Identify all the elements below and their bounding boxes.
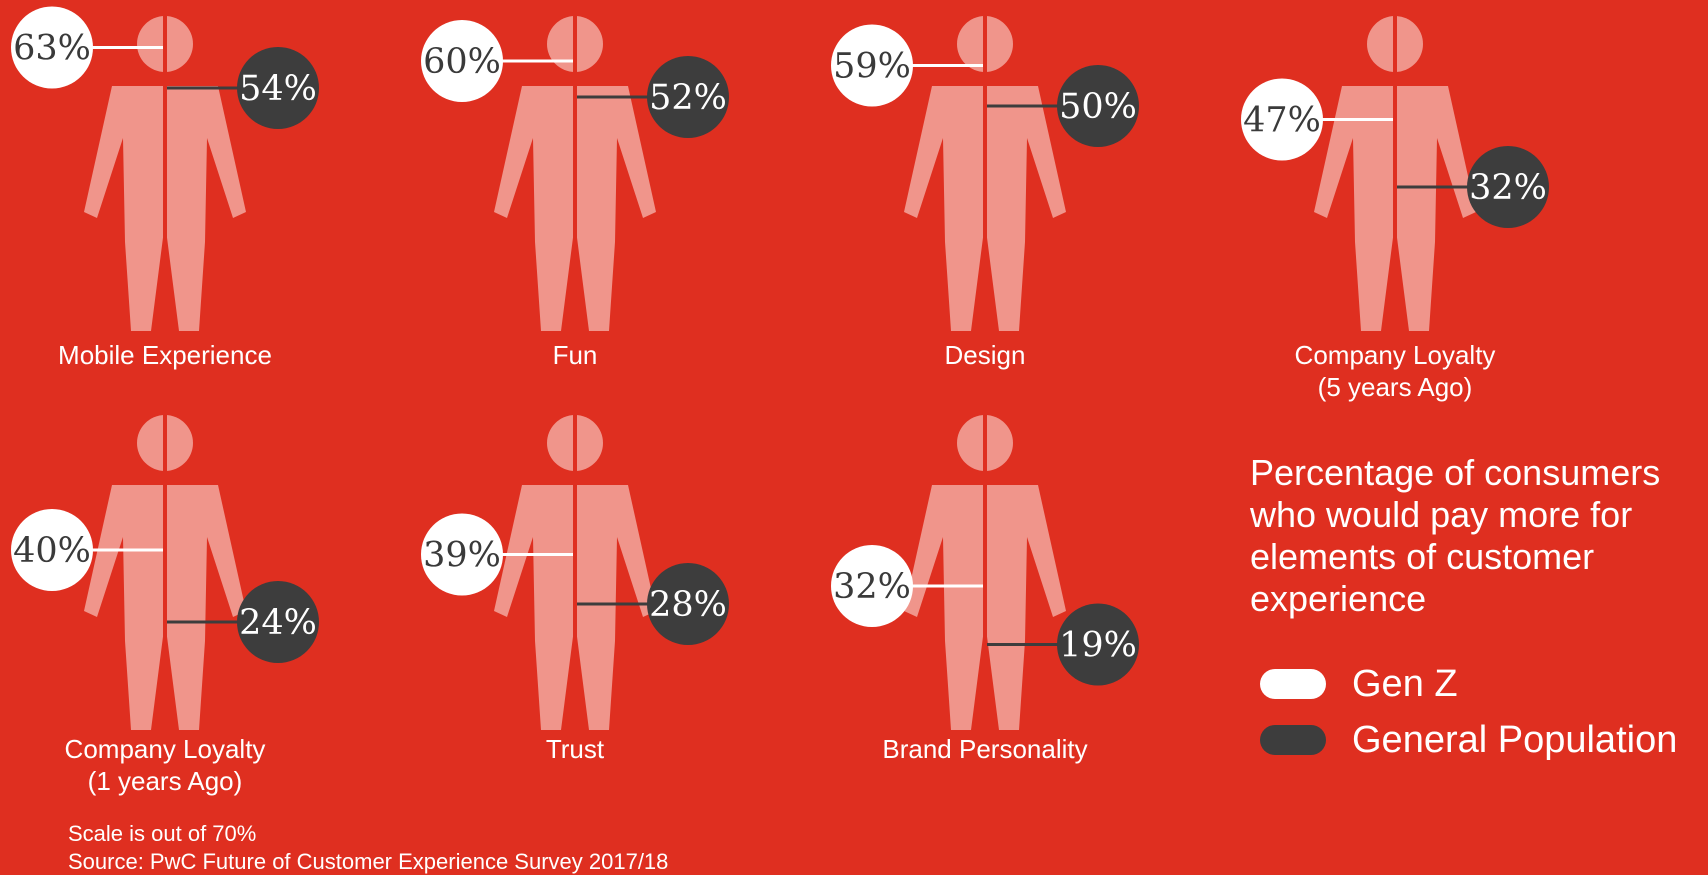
category-label: (5 years Ago): [1318, 372, 1473, 402]
figure-2: [904, 16, 1066, 331]
gen-z-marker: 39%: [421, 513, 573, 596]
category-label: Mobile Experience: [58, 340, 272, 370]
gen-z-bubble: [421, 513, 503, 596]
gen-z-value: 32%: [833, 567, 911, 607]
scale-note: Scale is out of 70%: [68, 821, 257, 846]
gen-z-value: 40%: [13, 531, 91, 571]
category-label: (1 years Ago): [88, 766, 243, 796]
general-population-marker: 52%: [577, 56, 729, 138]
legend-label-general-population: General Population: [1352, 718, 1678, 761]
figure-4: [84, 415, 246, 730]
general-population-value: 50%: [1059, 87, 1137, 127]
general-population-value: 52%: [649, 78, 727, 118]
general-population-value: 28%: [649, 585, 727, 625]
general-population-value: 54%: [239, 69, 317, 109]
category-label: Company Loyalty: [1295, 340, 1496, 370]
general-population-marker: 54%: [167, 47, 319, 129]
category-label: Company Loyalty: [65, 734, 266, 764]
general-population-bubble: [1057, 65, 1139, 147]
gen-z-value: 39%: [423, 536, 501, 576]
gen-z-marker: 59%: [831, 24, 983, 107]
general-population-value: 24%: [239, 603, 317, 643]
general-population-marker: 19%: [987, 603, 1139, 686]
general-population-bubble: [237, 47, 319, 129]
category-label: Design: [945, 340, 1026, 370]
category-label: Fun: [553, 340, 598, 370]
general-population-value: 19%: [1059, 626, 1137, 666]
legend-swatch-gen-z: [1260, 669, 1326, 699]
general-population-marker: 28%: [577, 563, 729, 645]
gen-z-value: 60%: [423, 42, 501, 82]
figure-6: [904, 415, 1066, 730]
legend-title: Percentage of consumers who would pay mo…: [1250, 452, 1661, 619]
gen-z-bubble: [831, 24, 913, 107]
legend-label-gen-z: Gen Z: [1352, 662, 1458, 705]
gen-z-marker: 32%: [831, 545, 983, 627]
gen-z-value: 59%: [833, 47, 911, 87]
figure-1: [494, 16, 656, 331]
figure-3: [1314, 16, 1476, 331]
legend-swatch-general-population: [1260, 725, 1326, 755]
general-population-bubble: [1057, 603, 1139, 686]
figure-0: [84, 16, 246, 331]
legend-item-gen-z: Gen Z: [1260, 662, 1458, 705]
general-population-marker: 24%: [167, 581, 319, 663]
gen-z-value: 47%: [1243, 101, 1321, 141]
gen-z-bubble: [421, 20, 503, 102]
gen-z-marker: 47%: [1241, 78, 1393, 161]
gen-z-bubble: [1241, 78, 1323, 161]
gen-z-marker: 40%: [11, 509, 163, 591]
gen-z-bubble: [11, 509, 93, 591]
gen-z-bubble: [11, 6, 93, 89]
general-population-bubble: [237, 581, 319, 663]
category-label: Brand Personality: [882, 734, 1087, 764]
figure-5: [494, 415, 656, 730]
gen-z-marker: 60%: [421, 20, 573, 102]
general-population-marker: 32%: [1397, 146, 1549, 228]
general-population-bubble: [647, 56, 729, 138]
general-population-value: 32%: [1469, 168, 1547, 208]
source-note: Source: PwC Future of Customer Experienc…: [68, 849, 669, 874]
category-label: Trust: [546, 734, 605, 764]
general-population-marker: 50%: [987, 65, 1139, 147]
general-population-bubble: [1467, 146, 1549, 228]
general-population-bubble: [647, 563, 729, 645]
legend-item-general-population: General Population: [1260, 718, 1678, 761]
gen-z-value: 63%: [13, 29, 91, 69]
gen-z-marker: 63%: [11, 6, 163, 89]
gen-z-bubble: [831, 545, 913, 627]
